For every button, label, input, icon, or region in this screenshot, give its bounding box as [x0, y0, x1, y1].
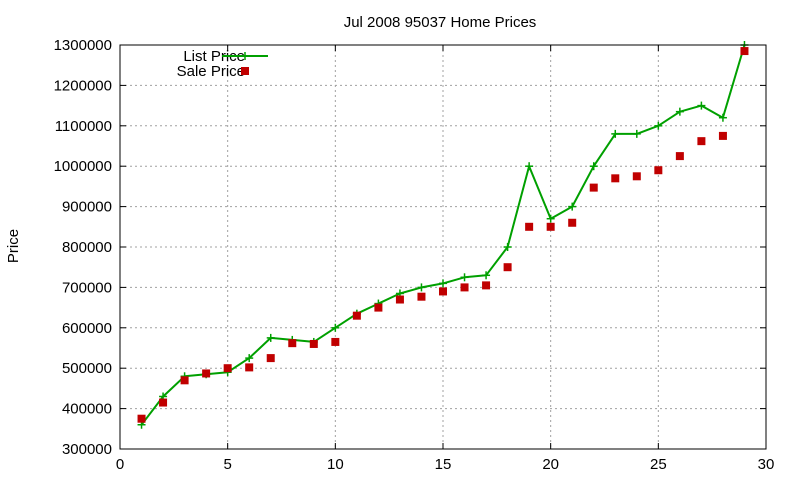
data-point-sale-price [417, 292, 426, 301]
data-point-sale-price [309, 339, 318, 348]
x-tick-label: 30 [758, 456, 775, 473]
y-tick-label: 1100000 [55, 118, 112, 135]
y-tick-label: 500000 [62, 360, 112, 377]
series-layer [137, 41, 749, 429]
data-point-list-price [589, 162, 598, 171]
data-point-list-price [417, 283, 426, 292]
x-tick-label: 20 [542, 456, 559, 473]
data-point-sale-price [180, 376, 189, 385]
data-point-sale-price [718, 131, 727, 140]
data-point-sale-price [266, 354, 275, 363]
legend-label-sale-price: Sale Price [177, 63, 245, 80]
data-point-sale-price [223, 364, 232, 373]
y-axis-label: Price [5, 229, 22, 263]
data-point-sale-price [482, 281, 491, 290]
data-point-sale-price [460, 283, 469, 292]
data-point-list-price [503, 243, 512, 251]
data-point-sale-price [568, 218, 577, 227]
y-tick-label: 900000 [62, 199, 112, 216]
data-point-sale-price [202, 369, 211, 378]
data-point-sale-price [352, 311, 361, 320]
legend-label-list-price: List Price [183, 48, 245, 65]
data-point-list-price [525, 162, 534, 171]
data-point-sale-price [654, 166, 663, 175]
data-point-sale-price [589, 183, 598, 192]
plot-frame [119, 44, 767, 450]
legend: List Price Sale Price [177, 48, 268, 80]
x-tick-label: 25 [650, 456, 667, 473]
grid [120, 45, 766, 449]
data-point-sale-price [697, 137, 706, 146]
data-point-list-price [568, 202, 577, 211]
data-point-list-price [675, 107, 684, 116]
y-tick-label: 600000 [62, 320, 112, 337]
y-tick-label: 800000 [62, 239, 112, 256]
data-point-sale-price [740, 47, 749, 56]
data-point-list-price [460, 273, 469, 282]
data-point-list-price [546, 214, 555, 223]
y-tick-label: 1200000 [54, 77, 112, 94]
data-point-list-price [266, 333, 275, 342]
chart-title: Jul 2008 95037 Home Prices [344, 14, 537, 31]
data-point-list-price [245, 354, 254, 363]
y-tick-label: 700000 [62, 279, 112, 296]
data-point-sale-price [611, 174, 620, 183]
data-point-sale-price [159, 398, 168, 407]
data-point-sale-price [546, 222, 555, 231]
x-tick-label: 5 [223, 456, 231, 473]
data-point-list-price [654, 121, 663, 130]
x-tick-label: 10 [327, 456, 344, 473]
data-point-list-price [718, 113, 727, 122]
data-point-sale-price [137, 414, 146, 423]
data-point-list-price [632, 129, 641, 138]
data-point-list-price [439, 279, 447, 288]
axis-ticks: 0 5 10 15 20 25 30 300000 400000 500000 600000 7000… [54, 37, 775, 473]
data-point-sale-price [288, 339, 297, 348]
data-point-sale-price [675, 152, 684, 161]
y-tick-label: 300000 [62, 441, 112, 458]
x-tick-label: 15 [435, 456, 452, 473]
y-tick-label: 1000000 [54, 158, 112, 175]
data-point-sale-price [331, 337, 340, 346]
data-point-sale-price [439, 287, 447, 296]
data-point-list-price [482, 271, 491, 280]
data-point-sale-price [395, 295, 404, 304]
data-point-sale-price [525, 222, 534, 231]
y-tick-label: 400000 [62, 401, 112, 418]
data-point-sale-price [632, 172, 641, 181]
data-point-sale-price [503, 263, 512, 272]
legend-marker-list-price [241, 52, 249, 60]
data-point-list-price [331, 323, 340, 332]
legend-marker-sale-price [241, 67, 249, 75]
data-point-list-price [611, 129, 620, 138]
data-point-sale-price [245, 363, 254, 372]
x-tick-label: 0 [116, 456, 124, 473]
y-tick-label: 1300000 [54, 37, 112, 54]
data-point-list-price [697, 101, 706, 110]
data-point-sale-price [374, 303, 383, 312]
